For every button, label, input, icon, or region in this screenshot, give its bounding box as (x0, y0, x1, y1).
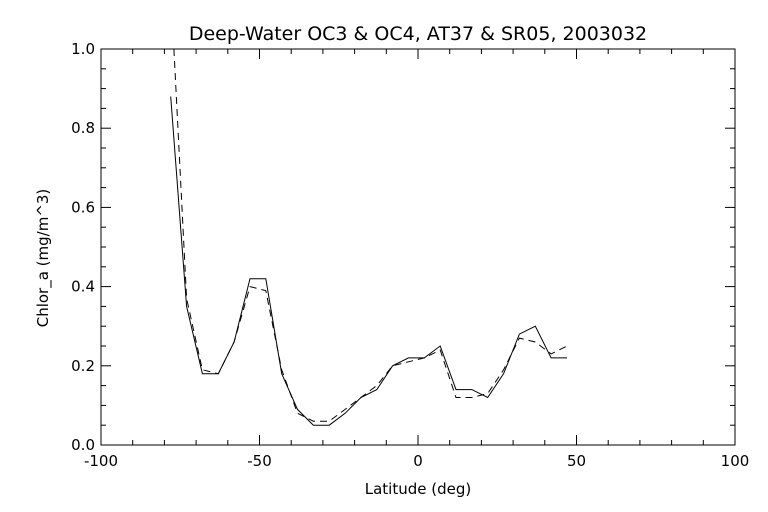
x-tick-label: -50 (247, 452, 272, 470)
x-tick-label: -100 (84, 452, 118, 470)
tick-labels: -100 -50 0 50 100 0.0 0.2 0.4 0.6 0.8 1.0 (71, 40, 749, 470)
data-series (170, 48, 568, 426)
x-tick-label: 0 (413, 452, 423, 470)
y-tick-label: 0.2 (71, 357, 95, 375)
y-tick-label: 0.6 (71, 198, 95, 216)
y-axis-label: Chlor_a (mg/m^3) (34, 189, 53, 328)
x-tick-label: 100 (721, 452, 750, 470)
y-tick-label: 0.8 (71, 119, 95, 137)
y-tick-label: 0.4 (71, 278, 95, 296)
y-tick-label: 1.0 (71, 40, 95, 58)
plot-frame (100, 48, 736, 446)
axis-ticks (100, 48, 736, 446)
x-tick-label: 50 (567, 452, 586, 470)
chart-title: Deep-Water OC3 & OC4, AT37 & SR05, 20030… (189, 23, 647, 45)
x-axis-label: Latitude (deg) (365, 480, 471, 498)
y-tick-label: 0.0 (71, 436, 95, 454)
series-line-solid (170, 96, 567, 426)
series-line-dashed (173, 48, 568, 422)
